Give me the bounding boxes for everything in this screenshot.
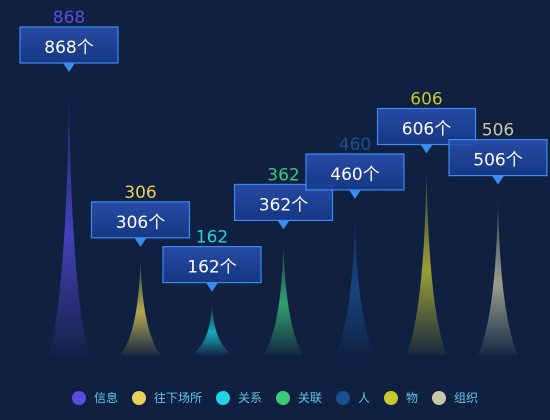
value-box-pointer-2	[134, 237, 147, 247]
top-value-label-6: 606	[410, 89, 442, 109]
legend-label-1: 信息	[93, 391, 118, 405]
value-box-7	[448, 139, 548, 177]
bar-6	[406, 166, 447, 355]
legend-marker-6	[384, 391, 399, 405]
legend-label-2: 往下场所	[153, 391, 202, 405]
bar-5	[335, 211, 375, 355]
legend-label-6: 物	[406, 391, 419, 405]
value-box-5	[305, 153, 405, 191]
legend-item-6[interactable]: 物	[384, 391, 418, 405]
value-box-label-5: 460个	[330, 165, 379, 185]
legend-item-5[interactable]: 人	[336, 391, 370, 405]
value-box-label-7: 506个	[473, 151, 522, 171]
legend-label-4: 关联	[297, 391, 322, 405]
legend-marker-7	[432, 391, 447, 405]
value-box-label-3: 162个	[187, 258, 236, 278]
legend: 信息 往下场所 关系 关联 人 物 组织	[0, 388, 550, 408]
value-box-pointer-3	[206, 282, 218, 292]
legend-marker-4	[275, 391, 290, 405]
top-value-label-1: 868	[53, 8, 85, 28]
value-box-6	[376, 107, 477, 146]
value-box-1	[19, 26, 119, 64]
legend-label-5: 人	[358, 391, 371, 405]
value-box-label-4: 362个	[259, 195, 308, 215]
legend-label-7: 组织	[454, 391, 479, 405]
value-box-pointer-6	[420, 144, 433, 154]
value-box-pointer-5	[349, 189, 361, 199]
legend-marker-3	[215, 391, 230, 405]
legend-item-1[interactable]: 信息	[71, 391, 118, 405]
value-box-label-6: 606个	[402, 119, 451, 139]
bar-2	[120, 259, 161, 355]
legend-marker-1	[71, 391, 86, 405]
legend-item-3[interactable]: 关系	[215, 391, 262, 405]
bar-3	[192, 304, 232, 355]
value-box-3	[162, 246, 262, 284]
bar-1	[49, 85, 89, 355]
value-box-label-2: 306个	[116, 213, 165, 233]
bar-4	[263, 242, 304, 355]
value-box-2	[90, 201, 191, 239]
legend-item-4[interactable]: 关联	[275, 391, 322, 405]
top-value-label-5: 460	[339, 135, 371, 155]
value-box-label-1: 868个	[44, 38, 93, 58]
legend-item-2[interactable]: 往下场所	[131, 391, 202, 405]
value-box-pointer-1	[63, 63, 75, 72]
legend-item-7[interactable]: 组织	[432, 391, 478, 405]
legend-label-3: 关系	[237, 391, 262, 405]
top-value-label-7: 506	[482, 121, 514, 141]
top-value-label-3: 162	[196, 228, 228, 248]
top-value-label-4: 362	[267, 165, 299, 185]
legend-marker-5	[336, 391, 350, 405]
spike-layer	[49, 85, 518, 355]
value-box-pointer-4	[277, 220, 290, 230]
label-layer: 868个 868 306个 306 162个 162 362个 362 460个 460 606个 6…	[19, 8, 548, 292]
value-box-pointer-7	[492, 175, 504, 185]
legend-marker-2	[131, 391, 146, 405]
top-value-label-2: 306	[124, 183, 156, 203]
bar-7	[478, 197, 518, 355]
